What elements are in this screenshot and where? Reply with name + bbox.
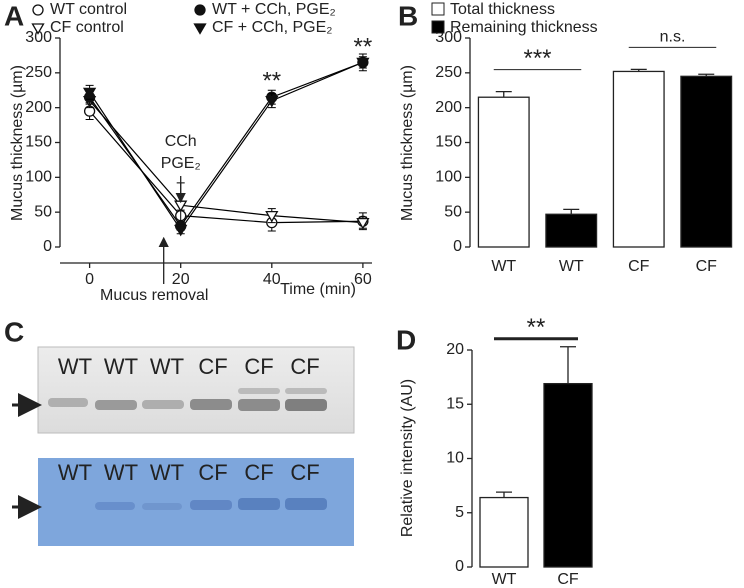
- error-bar: [495, 90, 512, 98]
- panel-letter: B: [398, 0, 418, 31]
- x-axis-label: Time (min): [280, 281, 356, 298]
- y-axis-label: Mucus thickness (µm): [9, 65, 26, 221]
- x-tick-label: WT: [492, 571, 517, 588]
- marker: [356, 217, 370, 230]
- series-line: [89, 61, 364, 231]
- marker: [194, 4, 206, 16]
- y-tick-label: 0: [453, 238, 462, 255]
- legend-swatch: [431, 2, 445, 16]
- x-tick-label: CF: [628, 258, 650, 275]
- x-tick-label: 40: [263, 271, 281, 288]
- bar: [543, 382, 593, 568]
- series-line: [89, 100, 363, 224]
- marker: [193, 23, 207, 35]
- y-tick-label: 200: [25, 99, 52, 116]
- panel-letter: C: [4, 316, 24, 347]
- y-tick-label: 250: [25, 64, 52, 81]
- y-tick-label: 150: [25, 134, 52, 151]
- marker: [265, 96, 279, 108]
- x-tick-label: 20: [172, 271, 190, 288]
- y-tick-label: 15: [446, 395, 464, 412]
- lane-label: CF: [198, 460, 227, 485]
- annotation: CCh: [165, 133, 197, 150]
- y-tick-label: 200: [435, 99, 462, 116]
- significance: **: [354, 33, 373, 60]
- lane-label: WT: [150, 460, 184, 485]
- panel-letter: A: [4, 0, 24, 31]
- y-tick-label: 10: [446, 450, 464, 467]
- lane-label: WT: [150, 354, 184, 379]
- series-line: [89, 61, 364, 228]
- significance: **: [262, 67, 281, 94]
- y-tick-label: 5: [455, 504, 464, 521]
- y-tick-label: 20: [446, 341, 464, 358]
- lane-label: CF: [244, 354, 273, 379]
- legend-label: WT + CCh, PGE₂: [212, 1, 336, 18]
- y-tick-label: 50: [444, 203, 462, 220]
- significance: ***: [523, 45, 551, 72]
- lane-label: CF: [290, 354, 319, 379]
- y-tick-label: 250: [435, 64, 462, 81]
- y-axis-label: Mucus thickness (µm): [399, 65, 416, 221]
- y-tick-label: 100: [25, 169, 52, 186]
- bar: [612, 70, 665, 248]
- bar: [479, 496, 529, 568]
- legend-label: Remaining thickness: [450, 19, 598, 36]
- lane-label: WT: [104, 354, 138, 379]
- panel-letter: D: [396, 324, 416, 355]
- x-tick-label: WT: [491, 258, 516, 275]
- marker: [32, 4, 44, 16]
- error-bar: [496, 491, 512, 498]
- marker: [82, 87, 97, 100]
- legend-label: CF + CCh, PGE₂: [212, 19, 332, 36]
- x-tick-label: CF: [557, 571, 579, 588]
- y-tick-label: 0: [455, 558, 464, 575]
- lane-label: CF: [244, 460, 273, 485]
- lane-label: WT: [104, 460, 138, 485]
- y-tick-label: 50: [34, 203, 52, 220]
- lane-label: WT: [58, 460, 92, 485]
- error-bar: [560, 346, 576, 384]
- bar: [680, 75, 733, 248]
- marker: [356, 57, 370, 70]
- legend-swatch: [431, 20, 445, 34]
- x-tick-label: 0: [85, 271, 94, 288]
- marker: [265, 211, 279, 223]
- gel-bands: [48, 388, 327, 510]
- lane-label: WT: [58, 354, 92, 379]
- legend-label: WT control: [50, 1, 127, 18]
- y-tick-label: 100: [435, 169, 462, 186]
- legend-label: Total thickness: [450, 1, 555, 18]
- marker: [174, 224, 188, 237]
- y-tick-label: 300: [25, 29, 52, 46]
- error-bar: [563, 208, 580, 215]
- y-tick-label: 150: [435, 134, 462, 151]
- bar: [545, 213, 598, 248]
- annotation: PGE₂: [161, 155, 201, 172]
- lane-label: CF: [198, 354, 227, 379]
- lane-label: CF: [290, 460, 319, 485]
- y-tick-label: 0: [43, 238, 52, 255]
- x-tick-label: 60: [354, 271, 372, 288]
- x-tick-label: CF: [696, 258, 718, 275]
- annotation: Mucus removal: [100, 287, 208, 304]
- x-tick-label: WT: [559, 258, 584, 275]
- marker: [31, 23, 45, 35]
- series-line: [89, 110, 363, 224]
- y-axis-label: Relative intensity (AU): [399, 379, 416, 537]
- legend-label: CF control: [50, 19, 124, 36]
- significance: **: [527, 314, 546, 341]
- bar: [477, 96, 530, 248]
- significance: n.s.: [660, 29, 686, 46]
